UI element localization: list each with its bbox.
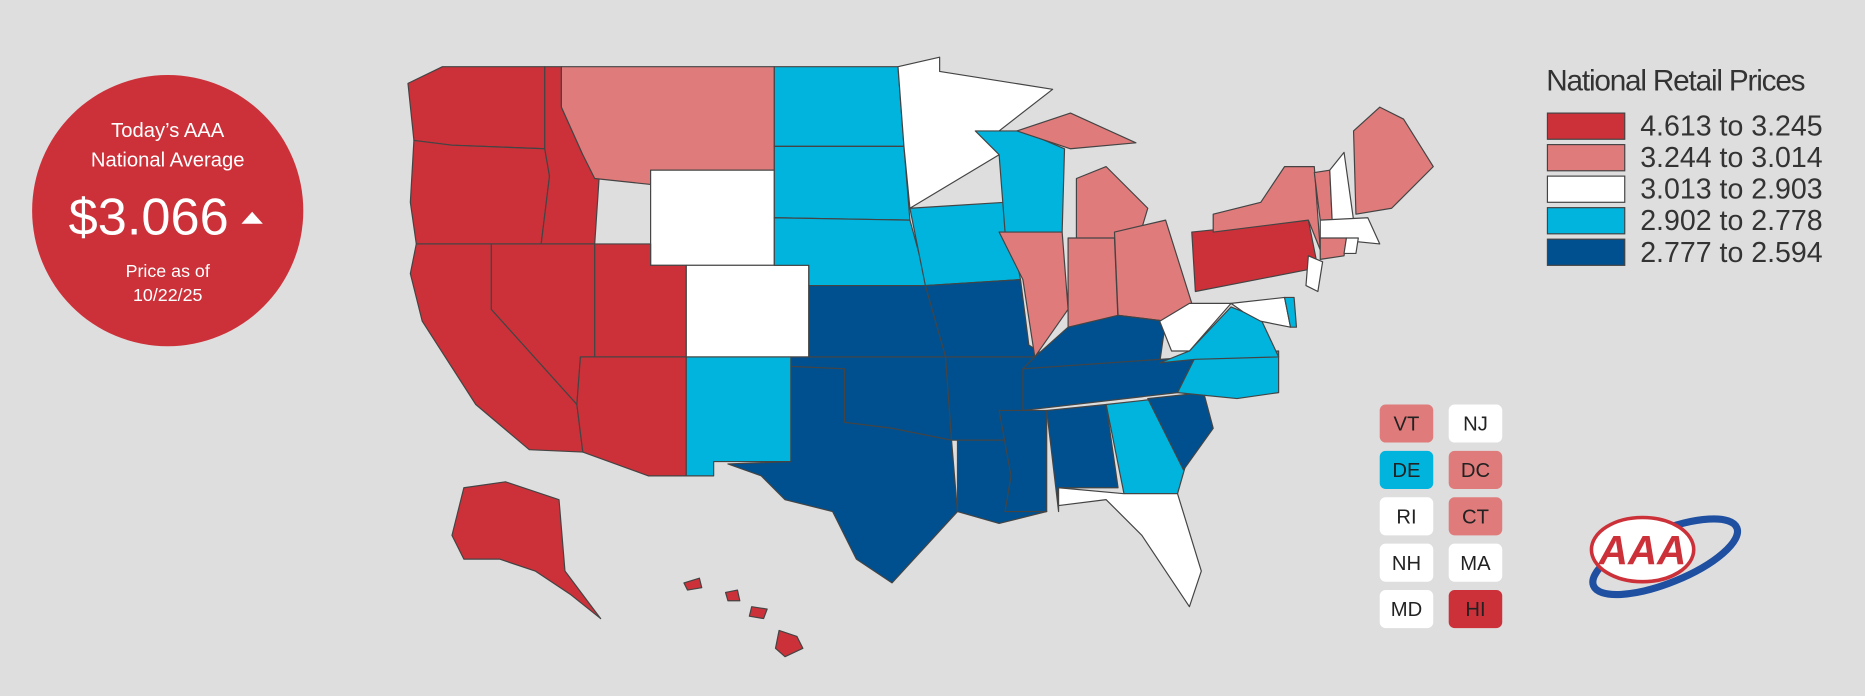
state: [773, 66, 905, 147]
state-box: [1448, 590, 1503, 629]
state-box-label: NJ: [1463, 414, 1488, 436]
state: [685, 264, 810, 358]
state-box-label: CT: [1462, 506, 1489, 528]
aaa-logo: AAA: [1589, 515, 1742, 599]
state: [773, 145, 911, 221]
state-box-label: DE: [1392, 460, 1420, 482]
state: [683, 577, 703, 591]
state: [1212, 166, 1321, 251]
national-average-badge: Today’s AAA National Average $3.066 Pric…: [32, 75, 304, 347]
state: [998, 409, 1048, 513]
state-box-label: VT: [1394, 414, 1420, 436]
state-box: [1379, 404, 1434, 443]
legend-label: 4.613 to 3.245: [1640, 111, 1822, 143]
state: [685, 356, 792, 477]
legend-swatch: [1546, 112, 1626, 140]
state: [998, 231, 1069, 358]
small-state-boxes: VT NJ DE DC RI CT NH MA MD HI: [1379, 404, 1503, 629]
us-map: [407, 56, 1434, 658]
state: [1046, 403, 1119, 513]
badge-circle: [32, 75, 304, 347]
state: [1352, 106, 1434, 215]
state-box-label: DC: [1461, 460, 1490, 482]
state: [451, 481, 602, 620]
state-box: [1379, 497, 1434, 536]
legend-swatch: [1546, 144, 1626, 172]
legend-swatch: [1546, 175, 1626, 203]
trend-arrow: [241, 211, 263, 224]
state: [1057, 487, 1202, 608]
badge-date: 10/22/25: [133, 285, 202, 305]
state: [1230, 296, 1292, 328]
logo-oval: [1589, 515, 1696, 584]
state: [1147, 392, 1214, 471]
state-box: [1448, 543, 1503, 582]
state: [808, 284, 947, 358]
state: [1159, 302, 1232, 352]
state: [1283, 296, 1298, 328]
state: [407, 66, 546, 150]
legend-label: 2.902 to 2.778: [1640, 205, 1822, 237]
state: [724, 589, 741, 602]
state: [774, 629, 804, 658]
legend-title: National Retail Prices: [1546, 64, 1805, 97]
legend-label: 3.013 to 2.903: [1640, 174, 1822, 206]
legend-label: 2.777 to 2.594: [1640, 237, 1823, 269]
state-box: [1379, 590, 1434, 629]
state: [748, 606, 768, 620]
legend-label: 3.244 to 3.014: [1640, 142, 1823, 174]
badge-date-label: Price as of: [126, 261, 210, 281]
state-box-label: HI: [1465, 599, 1485, 621]
state: [727, 365, 959, 584]
badge-line: National Average: [91, 150, 245, 172]
state: [409, 243, 584, 453]
state: [1305, 255, 1324, 293]
state: [1343, 237, 1359, 255]
state: [1319, 237, 1348, 260]
state: [1016, 112, 1137, 150]
state: [650, 169, 775, 266]
state-box: [1379, 450, 1434, 489]
state-box: [1379, 543, 1434, 582]
state-box-label: MD: [1391, 599, 1422, 621]
state: [409, 139, 551, 245]
badge-line: Today’s AAA: [111, 120, 225, 142]
legend: National Retail Prices 4.613 to 3.2453.2…: [1546, 64, 1823, 268]
state-box-label: MA: [1460, 553, 1491, 575]
state-box: [1448, 497, 1503, 536]
logo-text: AAA: [1598, 527, 1687, 573]
state-box-label: RI: [1396, 506, 1416, 528]
legend-swatch: [1546, 238, 1626, 266]
state: [560, 66, 775, 186]
state-box-label: NH: [1392, 553, 1421, 575]
state: [1176, 350, 1280, 400]
state: [1067, 237, 1119, 328]
badge-price: $3.066: [69, 188, 229, 246]
legend-swatch: [1546, 207, 1626, 235]
state-box: [1448, 404, 1503, 443]
state-box: [1448, 450, 1503, 489]
